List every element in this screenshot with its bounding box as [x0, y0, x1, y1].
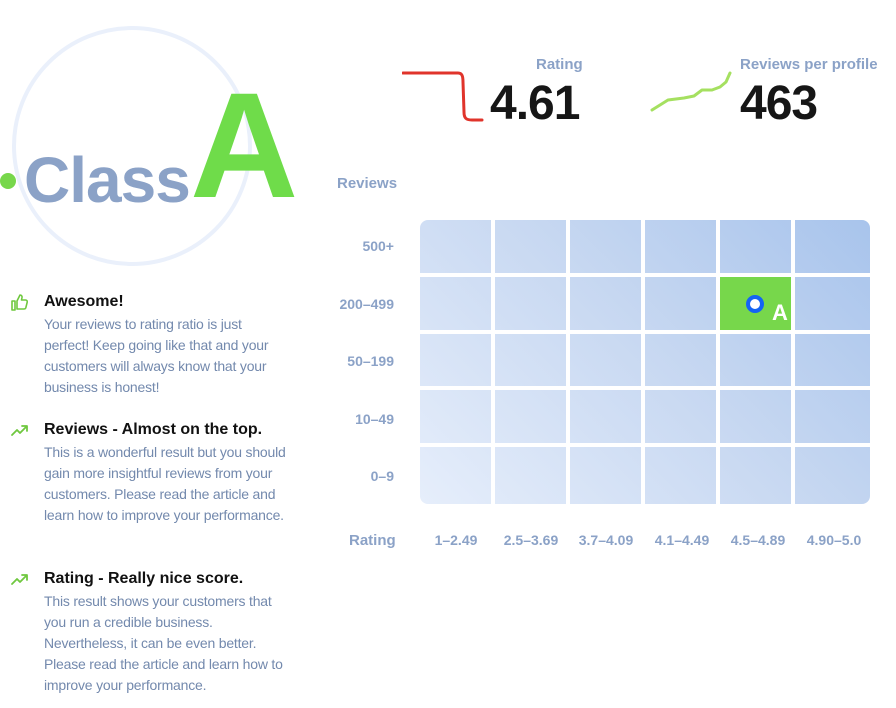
matrix-cell [795, 447, 870, 504]
row-label: 0–9 [370, 468, 394, 484]
badge-dot [0, 173, 16, 189]
matrix-cell [495, 276, 570, 334]
matrix-cell [795, 277, 870, 334]
feedback-title: Reviews - Almost on the top. [44, 421, 263, 438]
class-word: Class [24, 144, 191, 216]
matrix-cell [570, 390, 645, 448]
matrix-cell [495, 333, 570, 391]
class-letter: A [190, 61, 298, 229]
matrix-cell [720, 333, 795, 391]
matrix-cell [495, 220, 570, 277]
reviews-sparkline [650, 71, 732, 112]
column-label: 1–2.49 [434, 532, 478, 548]
column-label: 4.90–5.0 [806, 532, 862, 548]
matrix-cell [420, 333, 495, 391]
badge-circle [12, 26, 252, 266]
reviews-label: Reviews per profile [740, 56, 878, 73]
matrix-cell [645, 220, 720, 277]
column-label: 4.1–4.49 [654, 532, 710, 548]
rating-sparkline [402, 71, 484, 122]
matrix-cell [645, 276, 720, 334]
column-label: 3.7–4.09 [578, 532, 634, 548]
row-label: 200–499 [339, 296, 394, 312]
matrix-cell [795, 220, 870, 277]
y-axis-title: Reviews [337, 175, 398, 192]
feedback-text: This result shows your customers that yo… [44, 593, 283, 693]
active-cell-label: A [772, 299, 788, 325]
column-label: 2.5–3.69 [503, 532, 559, 548]
x-axis-title: Rating [349, 532, 396, 549]
reviews-value: 463 [740, 77, 818, 130]
matrix-cell [420, 390, 495, 448]
matrix-cell [720, 390, 795, 448]
matrix-cell [420, 447, 495, 504]
matrix-cell [420, 276, 495, 334]
rating-label: Rating [536, 56, 583, 73]
matrix-cell [420, 220, 495, 277]
matrix-cell [570, 447, 645, 504]
position-marker [746, 294, 764, 313]
matrix-cell [570, 276, 645, 334]
column-label: 4.5–4.89 [730, 532, 786, 548]
matrix-cell [720, 220, 795, 277]
matrix-cell [495, 447, 570, 504]
matrix-cell [645, 447, 720, 504]
feedback-text: This is a wonderful result but you shoul… [44, 444, 286, 523]
matrix-cell [495, 390, 570, 448]
row-label: 50–199 [347, 353, 394, 369]
rating-value: 4.61 [490, 77, 580, 130]
trend-up-icon [11, 574, 28, 585]
matrix-cell [795, 334, 870, 391]
matrix-cell [645, 333, 720, 391]
feedback-title: Awesome! [44, 293, 124, 310]
matrix-cell [570, 220, 645, 277]
row-label: 10–49 [355, 411, 394, 427]
matrix-cell: A [720, 276, 795, 334]
rating-reviews-matrix: A [420, 220, 870, 504]
feedback-title: Rating - Really nice score. [44, 570, 244, 587]
matrix-cell [795, 390, 870, 448]
matrix-cell [645, 390, 720, 448]
matrix-cell [570, 333, 645, 391]
matrix-cell [720, 447, 795, 504]
row-label: 500+ [362, 238, 394, 254]
feedback-text: Your reviews to rating ratio is just per… [44, 316, 269, 395]
thumbs-up-icon [11, 294, 29, 311]
trend-up-icon [11, 425, 28, 436]
